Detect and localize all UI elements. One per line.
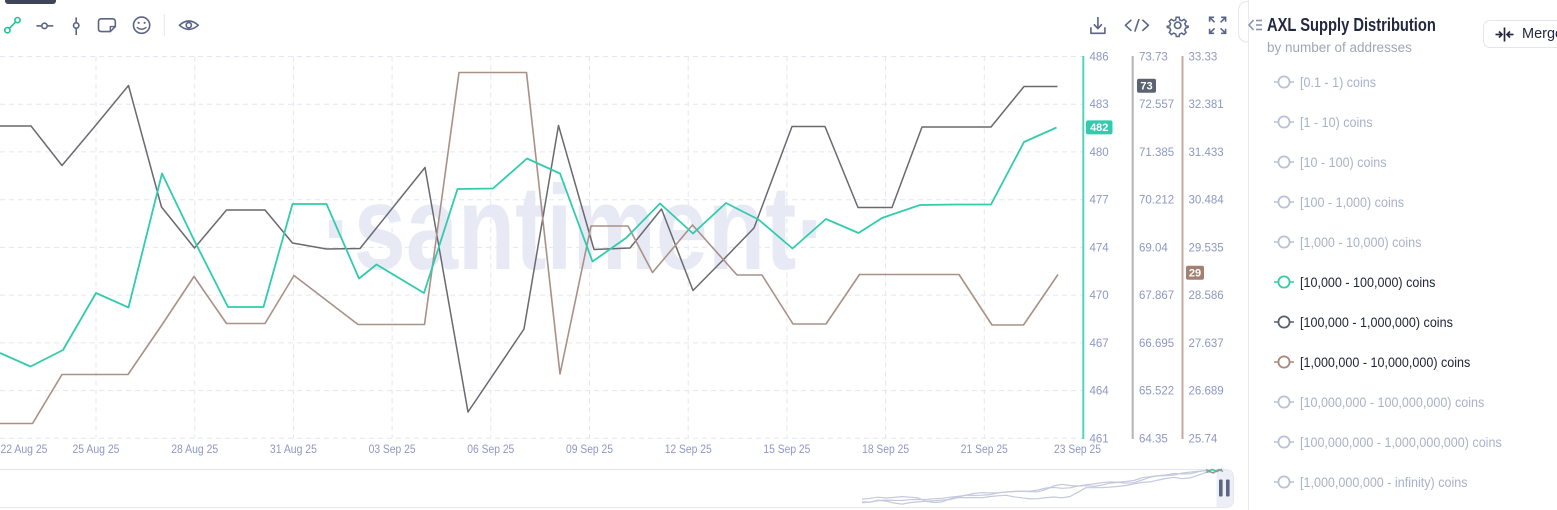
svg-text:25 Aug 25: 25 Aug 25: [73, 444, 120, 456]
svg-text:15 Sep 25: 15 Sep 25: [763, 444, 810, 456]
svg-text:65.522: 65.522: [1139, 386, 1174, 398]
svg-text:470: 470: [1090, 290, 1109, 302]
svg-text:482: 482: [1090, 122, 1108, 134]
svg-text:31.433: 31.433: [1189, 147, 1224, 159]
svg-text:30.484: 30.484: [1189, 195, 1225, 207]
svg-text:22 Aug 25: 22 Aug 25: [1, 444, 48, 456]
svg-text:09 Sep 25: 09 Sep 25: [566, 444, 613, 456]
svg-text:483: 483: [1090, 99, 1109, 111]
svg-text:461: 461: [1090, 433, 1109, 445]
svg-text:31 Aug 25: 31 Aug 25: [270, 444, 317, 456]
svg-text:29: 29: [1189, 268, 1201, 280]
svg-text:464: 464: [1090, 386, 1110, 398]
svg-text:23 Sep 25: 23 Sep 25: [1054, 444, 1101, 456]
svg-text:06 Sep 25: 06 Sep 25: [467, 444, 514, 456]
svg-text:480: 480: [1090, 147, 1109, 159]
svg-text:73.73: 73.73: [1139, 52, 1168, 64]
svg-text:18 Sep 25: 18 Sep 25: [862, 444, 909, 456]
svg-text:467: 467: [1090, 338, 1109, 350]
svg-text:21 Sep 25: 21 Sep 25: [961, 444, 1008, 456]
svg-text:474: 474: [1090, 242, 1110, 254]
svg-text:12 Sep 25: 12 Sep 25: [665, 444, 712, 456]
svg-text:29.535: 29.535: [1189, 242, 1224, 254]
svg-text:66.695: 66.695: [1139, 338, 1174, 350]
svg-text:25.74: 25.74: [1189, 433, 1218, 445]
svg-text:72.557: 72.557: [1139, 99, 1174, 111]
svg-text:33.33: 33.33: [1189, 52, 1218, 64]
svg-text:27.637: 27.637: [1189, 338, 1224, 350]
svg-text:26.689: 26.689: [1189, 386, 1224, 398]
svg-text:477: 477: [1090, 195, 1109, 207]
svg-text:486: 486: [1090, 52, 1109, 64]
svg-text:32.381: 32.381: [1189, 99, 1224, 111]
svg-text:73: 73: [1140, 81, 1152, 93]
svg-text:69.04: 69.04: [1139, 242, 1168, 254]
svg-text:64.35: 64.35: [1139, 433, 1168, 445]
svg-text:28.586: 28.586: [1189, 290, 1224, 302]
svg-text:67.867: 67.867: [1139, 290, 1174, 302]
svg-text:70.212: 70.212: [1139, 195, 1174, 207]
svg-text:28 Aug 25: 28 Aug 25: [171, 444, 218, 456]
svg-text:71.385: 71.385: [1139, 147, 1174, 159]
svg-text:03 Sep 25: 03 Sep 25: [369, 444, 416, 456]
